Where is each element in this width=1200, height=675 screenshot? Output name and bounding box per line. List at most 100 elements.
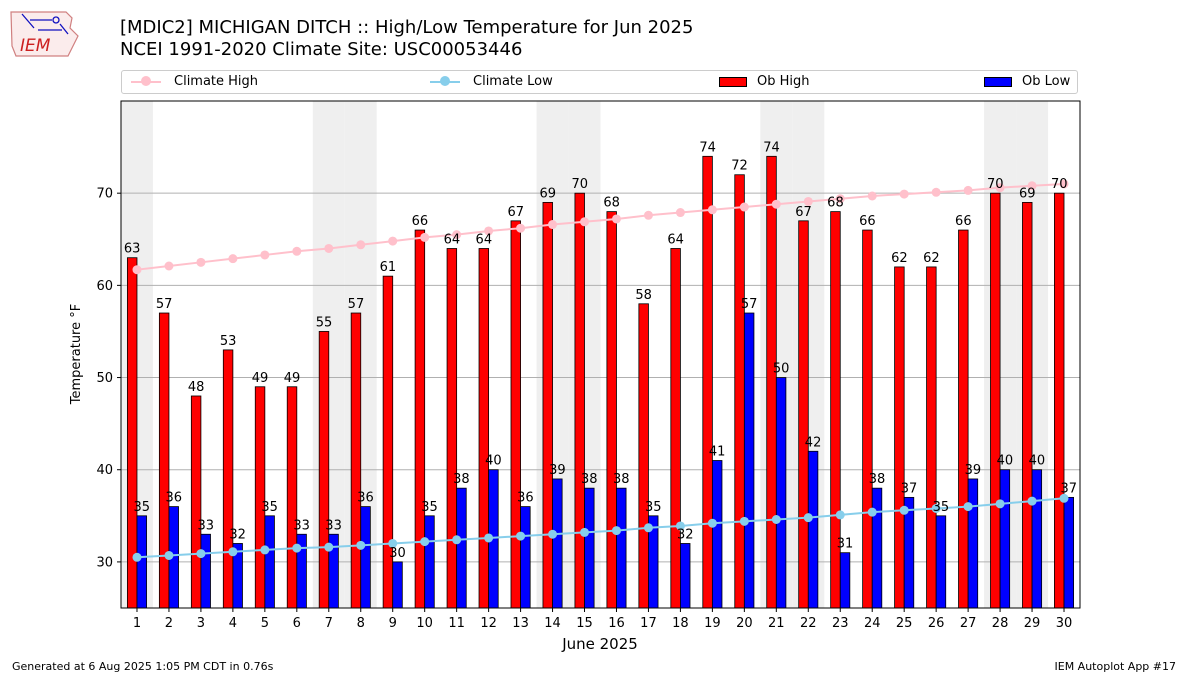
climate-high-point (356, 240, 366, 250)
x-tick-label: 29 (1024, 616, 1041, 631)
ob-low-value-label: 38 (869, 472, 886, 487)
ob-high-bar (446, 248, 458, 609)
chart-title: [MDIC2] MICHIGAN DITCH :: High/Low Tempe… (120, 17, 694, 38)
ob-high-value-label: 68 (603, 196, 620, 211)
climate-high-point (324, 243, 334, 253)
ob-low-value-label: 36 (165, 491, 182, 506)
ob-high-bar (638, 303, 649, 609)
climate-high-point (835, 194, 845, 204)
ob-high-value-label: 53 (220, 334, 237, 349)
ob-high-value-label: 62 (923, 251, 940, 266)
climate-high-point (260, 250, 270, 260)
ob-high-bar (510, 220, 521, 609)
ob-high-bar (606, 211, 617, 609)
climate-high-point (164, 261, 174, 271)
ob-high-value-label: 68 (827, 196, 844, 211)
x-tick-label: 20 (736, 616, 753, 631)
legend-label-climate-high: Climate High (174, 74, 259, 89)
ob-low-value-label: 50 (773, 362, 790, 377)
ob-low-value-label: 35 (933, 500, 950, 515)
climate-high-point (643, 210, 653, 220)
ob-low-value-label: 39 (965, 463, 982, 478)
ob-low-bar (999, 469, 1011, 609)
climate-high-point (1027, 181, 1037, 191)
ob-low-bar (839, 552, 851, 609)
ob-low-value-label: 40 (485, 454, 502, 469)
ob-low-bar (680, 543, 691, 609)
ob-high-value-label: 70 (1051, 177, 1068, 192)
ob-low-bar (871, 487, 883, 609)
ob-low-bar (392, 561, 403, 609)
x-tick-label: 10 (416, 616, 433, 631)
climate-high-point (1059, 179, 1069, 189)
ob-low-bar (520, 506, 531, 609)
ob-low-value-label: 37 (1061, 481, 1078, 496)
ob-low-bar (360, 506, 371, 609)
y-tick-label: 40 (96, 463, 113, 478)
x-tick-label: 19 (704, 616, 721, 631)
ob-low-bar (136, 515, 147, 609)
legend-swatch-ob-high (719, 77, 747, 87)
ob-high-value-label: 74 (699, 140, 716, 155)
x-tick-label: 9 (389, 616, 397, 631)
climate-low-point (611, 526, 621, 536)
x-tick-label: 18 (672, 616, 689, 631)
x-tick-label: 4 (229, 616, 237, 631)
x-axis-label: June 2025 (561, 635, 638, 653)
ob-high-bar (318, 331, 330, 609)
ob-high-bar (894, 266, 905, 609)
ob-low-bar (456, 487, 467, 609)
ob-high-bar (350, 312, 362, 609)
ob-high-value-label: 49 (252, 371, 269, 386)
ob-high-value-label: 64 (476, 232, 493, 247)
ob-high-value-label: 58 (635, 288, 652, 303)
ob-low-bar (1063, 496, 1075, 609)
ob-low-bar (807, 450, 819, 609)
ob-high-value-label: 62 (891, 251, 908, 266)
climate-low-point (675, 521, 685, 531)
ob-low-value-label: 30 (389, 546, 406, 561)
ob-high-value-label: 49 (284, 371, 301, 386)
ob-high-value-label: 67 (508, 205, 525, 220)
ob-low-value-label: 33 (197, 518, 214, 533)
climate-low-point (963, 502, 973, 512)
ob-high-bar (1054, 192, 1065, 609)
ob-low-bar (967, 478, 979, 609)
climate-high-point (963, 185, 973, 195)
climate-low-point (516, 531, 526, 541)
climate-low-point (1027, 496, 1037, 506)
ob-low-bar (424, 515, 435, 609)
ob-high-bar (798, 220, 809, 609)
ob-high-bar (766, 155, 777, 609)
climate-low-point (292, 543, 302, 553)
x-tick-label: 21 (768, 616, 785, 631)
climate-low-point (452, 535, 462, 545)
climate-high-line (136, 182, 1065, 271)
ob-high-value-label: 57 (348, 297, 365, 312)
climate-low-point (739, 516, 749, 526)
ob-low-bar (584, 487, 595, 609)
ob-high-value-label: 70 (571, 177, 588, 192)
ob-high-bar (222, 349, 234, 609)
climate-low-point (132, 552, 142, 562)
climate-high-point (675, 208, 685, 218)
climate-high-point (739, 202, 749, 212)
climate-low-point (771, 515, 781, 525)
climate-low-point (899, 505, 909, 515)
x-tick-label: 23 (832, 616, 849, 631)
ob-low-bar (1031, 469, 1043, 609)
climate-low-point (420, 537, 430, 547)
legend-label-climate-low: Climate Low (473, 74, 553, 89)
ob-low-value-label: 32 (677, 527, 694, 542)
ob-high-value-label: 61 (380, 260, 397, 275)
climate-high-point (803, 196, 813, 206)
ob-high-bar (542, 201, 553, 609)
legend-label-ob-high: Ob High (757, 74, 810, 89)
ob-low-value-label: 33 (325, 518, 342, 533)
ob-high-value-label: 69 (1019, 186, 1036, 201)
ob-high-value-label: 55 (316, 315, 333, 330)
ob-high-bar (958, 229, 969, 609)
x-tick-label: 12 (480, 616, 497, 631)
plot-frame (120, 100, 1081, 609)
